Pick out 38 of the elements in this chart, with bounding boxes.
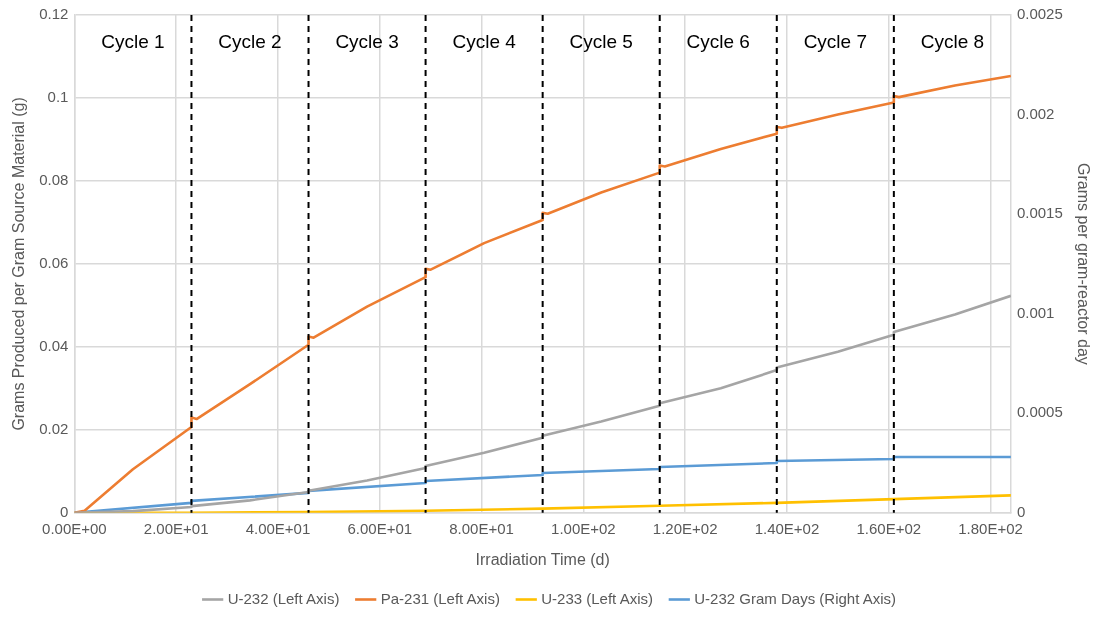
y2-tick-label: 0.0005 <box>1016 403 1063 421</box>
y-tick-label: 0.02 <box>39 419 69 437</box>
x-tick-label: 1.20E+02 <box>652 519 718 537</box>
x-tick-label: 8.00E+01 <box>449 519 514 537</box>
x-tick-label: 1.40E+02 <box>754 519 820 537</box>
y2-tick-label: 0.0025 <box>1016 5 1063 23</box>
x-tick-label: 4.00E+01 <box>245 519 311 537</box>
y-tick-label: 0.06 <box>39 254 69 272</box>
y2-tick-label: 0.0015 <box>1016 204 1063 222</box>
y2-tick-label: 0.001 <box>1016 303 1055 321</box>
y2-tick-label: 0.002 <box>1016 104 1055 122</box>
y-tick-label: 0 <box>60 502 69 520</box>
annotation: Cycle 4 <box>452 31 517 53</box>
y-axis-title: Grams Produced per Gram Source Material (g) <box>10 97 28 431</box>
y-tick-label: 0.12 <box>39 5 69 23</box>
legend-label: U-232 (Left Axis) <box>227 589 340 607</box>
y-tick-label: 0.08 <box>39 171 69 189</box>
annotation: Cycle 2 <box>218 31 282 53</box>
x-tick-label: 0.00E+00 <box>42 519 107 537</box>
annotation: Cycle 6 <box>686 31 750 53</box>
annotation: Cycle 7 <box>803 31 867 53</box>
x-tick-label: 1.60E+02 <box>856 519 922 537</box>
x-axis-title: Irradiation Time (d) <box>475 550 610 568</box>
x-tick-label: 1.80E+02 <box>958 519 1023 537</box>
y2-axis-title: Grams per gram-reactor day <box>1074 162 1092 365</box>
annotation: Cycle 1 <box>101 31 165 53</box>
annotation: Cycle 8 <box>920 31 985 53</box>
legend-label: U-233 (Left Axis) <box>541 589 653 607</box>
x-tick-label: 2.00E+01 <box>143 519 209 537</box>
legend-label: U-232 Gram Days (Right Axis) <box>694 589 897 607</box>
annotation: Cycle 3 <box>335 31 399 53</box>
x-tick-label: 6.00E+01 <box>347 519 413 537</box>
y2-tick-label: 0 <box>1016 502 1026 520</box>
annotation: Cycle 5 <box>569 31 633 53</box>
y-tick-label: 0.1 <box>47 88 69 106</box>
x-tick-label: 1.00E+02 <box>551 519 616 537</box>
y-tick-label: 0.04 <box>39 337 69 355</box>
legend-label: Pa-231 (Left Axis) <box>380 589 500 607</box>
